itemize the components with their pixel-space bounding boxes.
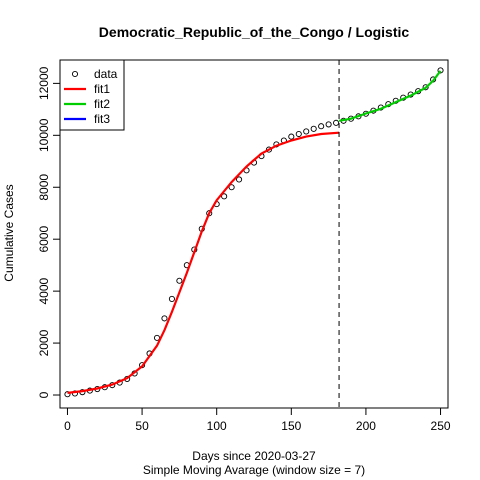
y-tick-label: 0: [37, 391, 51, 398]
data-point: [289, 134, 294, 139]
data-point: [296, 131, 301, 136]
fit1-line: [68, 133, 340, 393]
chart-title: Democratic_Republic_of_the_Congo / Logis…: [99, 24, 410, 40]
x-axis-label: Days since 2020-03-27: [192, 449, 316, 463]
x-tick-label: 200: [356, 419, 376, 433]
x-tick-label: 150: [281, 419, 301, 433]
y-tick-label: 12000: [37, 66, 51, 100]
y-tick-label: 2000: [37, 329, 51, 356]
y-tick-label: 4000: [37, 277, 51, 304]
legend-label-fit2: fit2: [94, 97, 110, 111]
y-axis-label: Cumulative Cases: [2, 184, 16, 281]
data-point: [304, 129, 309, 134]
x-axis-subtitle: Simple Moving Avarage (window size = 7): [143, 463, 365, 477]
legend-label-fit3: fit3: [94, 112, 110, 126]
data-point: [333, 120, 338, 125]
data-point: [326, 122, 331, 127]
y-tick-label: 10000: [37, 118, 51, 152]
y-axis: 0 2000 4000 6000 8000 10000 12000: [37, 66, 60, 398]
data-point: [162, 316, 167, 321]
data-point: [319, 124, 324, 129]
y-tick-label: 8000: [37, 174, 51, 201]
x-tick-label: 100: [207, 419, 227, 433]
data-point: [169, 296, 174, 301]
y-tick-label: 6000: [37, 226, 51, 253]
x-tick-label: 250: [431, 419, 451, 433]
x-tick-label: 50: [135, 419, 149, 433]
legend-label-fit1: fit1: [94, 82, 110, 96]
data-point: [311, 126, 316, 131]
x-tick-label: 0: [64, 419, 71, 433]
fit2-line: [339, 71, 440, 121]
legend-label-data: data: [94, 67, 118, 81]
data-point: [177, 278, 182, 283]
x-axis: 0 50 100 150 200 250: [64, 408, 451, 433]
